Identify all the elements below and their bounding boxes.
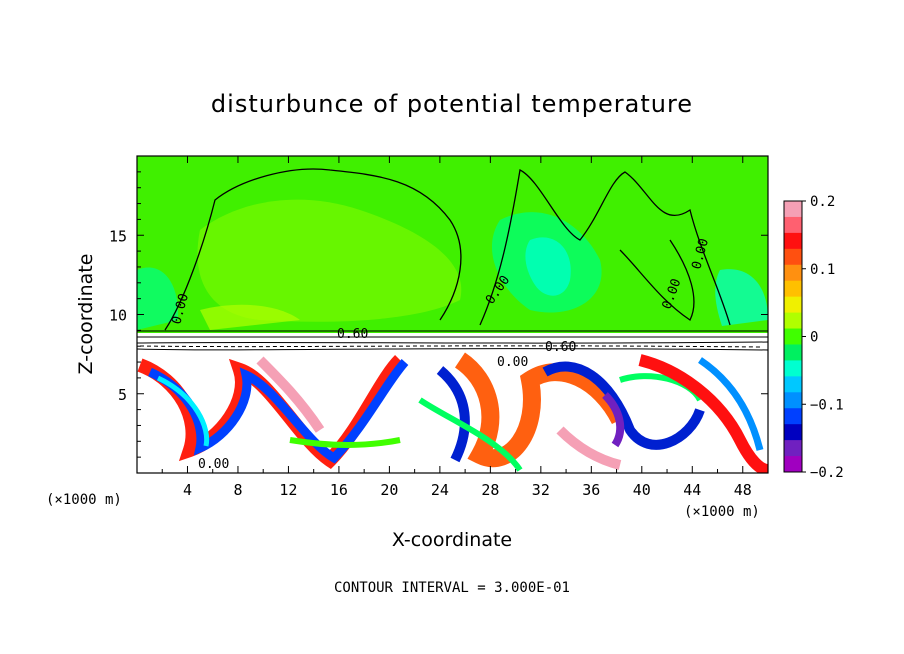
x-tick-label: 16: [330, 481, 348, 499]
colorbar-segment: [784, 232, 802, 250]
zero-contour: [619, 239, 695, 321]
turbulence-band: [148, 358, 409, 464]
contour-label: 0.00: [497, 355, 528, 370]
x-tick-label: 36: [582, 481, 600, 499]
colorbar-segment: [784, 408, 802, 425]
x-tick-label: 32: [532, 481, 550, 499]
y-axis-title: Z-coordinate: [75, 254, 97, 375]
colorbar-segment: [784, 376, 802, 393]
x-tick-label: 44: [683, 481, 701, 499]
colorbar-tick-label: −0.2: [810, 465, 844, 481]
colorbar-segment: [784, 248, 802, 266]
interface-contour: [137, 330, 768, 351]
colorbar-segment: [784, 201, 802, 218]
upper-field-patch: [137, 267, 179, 330]
turbulence-band: [289, 437, 401, 448]
x-tick-label: 4: [183, 481, 192, 499]
colorbar-tick-label: 0: [810, 330, 818, 346]
colorbar: 0.2 0.1 0 −0.1 −0.2: [783, 194, 844, 481]
x-tick-label: 20: [380, 481, 398, 499]
turbulence-band: [156, 375, 210, 447]
zero-contour: [164, 168, 731, 331]
colorbar-segment: [784, 424, 802, 441]
y-axis: 5 10 15: [109, 171, 768, 458]
x-tick-label: 28: [481, 481, 499, 499]
x-tick-label: 8: [233, 481, 242, 499]
colorbar-segment: [784, 264, 802, 282]
colorbar-segment: [784, 440, 802, 457]
contour-label: 0.60: [545, 340, 576, 355]
x-unit-label-right: (×1000 m): [684, 504, 760, 520]
y-tick-label: 5: [118, 386, 127, 404]
colorbar-segment: [784, 280, 802, 298]
colorbar-segment: [784, 312, 802, 330]
x-tick-label: 24: [431, 481, 449, 499]
x-tick-label: 48: [734, 481, 752, 499]
x-unit-label-left: (×1000 m): [46, 492, 122, 508]
x-axis: 4 8 12 16 20 24 28 32 36 40 44 48: [161, 156, 752, 499]
colorbar-segment: [784, 216, 802, 234]
y-tick-label: 10: [109, 307, 127, 325]
turbulence-band: [454, 352, 629, 468]
colorbar-tick-label: 0.1: [810, 262, 835, 278]
turbulence-band: [256, 356, 622, 470]
x-tick-label: 40: [633, 481, 651, 499]
chart-title: disturbunce of potential temperature: [211, 90, 693, 118]
y-tick-label: 15: [109, 227, 127, 245]
contour-label: 0.60: [337, 327, 368, 342]
x-tick-label: 12: [279, 481, 297, 499]
colorbar-segment: [784, 456, 802, 473]
colorbar-segment: [784, 392, 802, 409]
x-axis-title: X-coordinate: [392, 529, 512, 551]
upper-field-patch: [715, 269, 768, 326]
contour-label: 0.00: [198, 457, 229, 472]
upper-field-patch: [200, 304, 300, 330]
colorbar-segment: [784, 296, 802, 314]
plot-area: [137, 156, 768, 473]
colorbar-segment: [784, 328, 802, 345]
contour-interval-note: CONTOUR INTERVAL = 3.000E-01: [334, 580, 570, 596]
interface-contour: [139, 345, 761, 348]
upper-field-patch: [525, 237, 571, 296]
colorbar-segment: [784, 360, 802, 377]
colorbar-tick-label: 0.2: [810, 194, 835, 210]
upper-field-patch: [197, 199, 462, 322]
turbulence-band: [436, 361, 705, 463]
colorbar-tick-label: −0.1: [810, 397, 844, 413]
turbulence-band: [638, 354, 768, 473]
colorbar-segment: [784, 344, 802, 361]
turbulence-band: [602, 392, 625, 448]
turbulence-band: [698, 357, 764, 451]
